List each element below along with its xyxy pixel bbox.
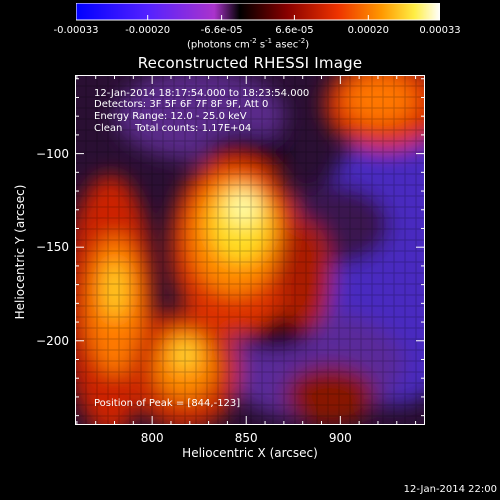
info-time-range: 12-Jan-2014 18:17:54.000 to 18:23:54.000 xyxy=(94,88,310,99)
emission-map xyxy=(75,75,425,425)
colorbar-tick-label: 6.6e-05 xyxy=(275,25,314,36)
units-mid1: s xyxy=(256,39,266,51)
emission-left-yellow xyxy=(103,260,127,320)
emission-mid-right xyxy=(277,220,333,330)
colorbar-tick-label: 0.00020 xyxy=(347,25,389,36)
axis-tick-marks xyxy=(75,75,425,425)
x-tick-label: 800 xyxy=(140,431,164,445)
units-end: ) xyxy=(305,39,310,51)
pixel-grid xyxy=(75,75,425,425)
y-tick-label: −150 xyxy=(36,240,69,255)
colorbar-tick-lines xyxy=(76,15,440,20)
y-tick-label: −200 xyxy=(36,333,69,348)
units-exp2: -1 xyxy=(265,37,273,45)
emission-upper-right-orange xyxy=(345,75,415,125)
colorbar-gradient xyxy=(76,3,440,21)
colorbar-tick-label: -0.00020 xyxy=(125,25,171,36)
units-exp1: -2 xyxy=(249,37,257,45)
colorbar-tick-label: -0.00033 xyxy=(53,25,99,36)
peak-position-label: Position of Peak = [844,-123] xyxy=(94,398,241,409)
plot-frame xyxy=(75,75,425,425)
x-tick-label: 900 xyxy=(328,431,352,445)
emission-lower-right xyxy=(285,365,375,425)
chart-title: Reconstructed RHESSI Image xyxy=(137,54,363,72)
emission-lower-yellow xyxy=(173,340,197,370)
units-exp3: -2 xyxy=(298,37,306,45)
rhessi-image xyxy=(75,75,425,425)
y-axis-label: Heliocentric Y (arcsec) xyxy=(13,184,27,320)
y-tick-label: −100 xyxy=(36,146,69,161)
colorbar-tick-label: 0.00033 xyxy=(419,25,461,36)
emission-peak xyxy=(228,189,258,225)
colorbar-tick-label: -6.6e-05 xyxy=(200,25,243,36)
info-total-counts: Clean Total counts: 1.17E+04 xyxy=(94,123,252,134)
colorbar xyxy=(76,3,440,21)
info-detectors: Detectors: 3F 5F 6F 7F 8F 9F, Att 0 xyxy=(94,99,269,110)
info-energy-range: Energy Range: 12.0 - 25.0 keV xyxy=(94,111,247,122)
x-tick-label: 850 xyxy=(234,431,258,445)
x-axis-label: Heliocentric X (arcsec) xyxy=(182,446,318,460)
colorbar-units: (photons cm-2 s-1 asec-2) xyxy=(187,37,309,50)
units-mid2: asec xyxy=(272,39,299,51)
units-main: (photons cm xyxy=(187,39,250,51)
timestamp-footer: 12-Jan-2014 22:00 xyxy=(403,484,497,495)
